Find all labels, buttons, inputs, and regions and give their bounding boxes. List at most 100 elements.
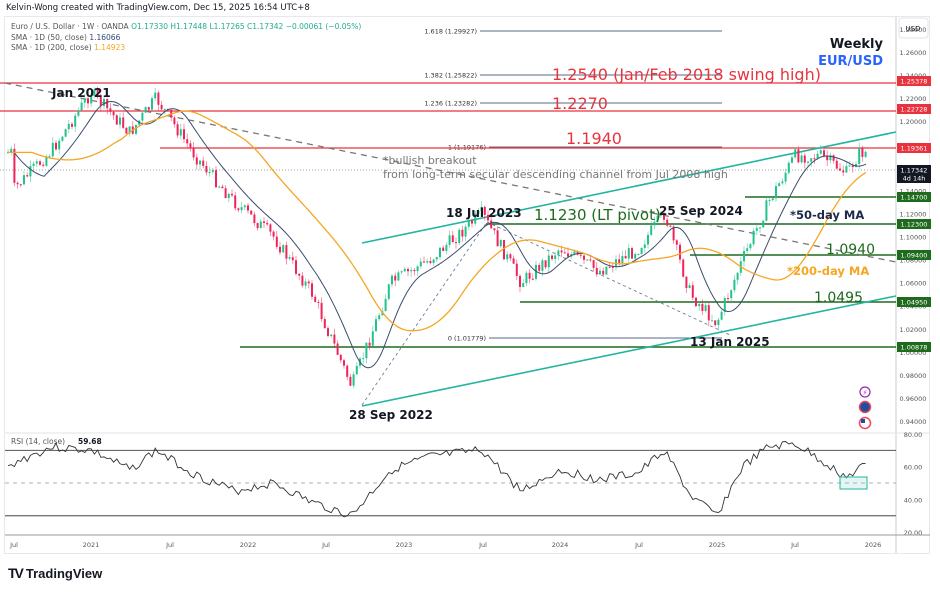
tradingview-logo-text: TradingView bbox=[25, 565, 103, 581]
candle-body bbox=[234, 195, 237, 209]
rsi-line bbox=[7, 441, 866, 518]
time-axis-label: 2023 bbox=[396, 541, 413, 549]
candle-body bbox=[762, 220, 765, 228]
candle-body bbox=[551, 255, 553, 259]
candle-body bbox=[343, 360, 345, 366]
candle-body bbox=[503, 239, 505, 260]
y-tick-label: 1.20000 bbox=[900, 118, 927, 126]
candle-body bbox=[477, 210, 480, 214]
candle-body bbox=[483, 206, 486, 215]
candle-body bbox=[829, 155, 832, 161]
candle-body bbox=[560, 250, 563, 253]
candle-body bbox=[147, 107, 150, 110]
candle-body bbox=[77, 110, 80, 116]
fib-level-label: 0 (1.01779) bbox=[448, 335, 486, 343]
chart-annotation: 1.0495 bbox=[814, 290, 863, 306]
y-tick-label: 1.22000 bbox=[900, 95, 927, 103]
candle-body bbox=[474, 213, 477, 224]
price-axis-label-bg bbox=[897, 104, 931, 114]
candle-body bbox=[624, 256, 627, 259]
candle-body bbox=[682, 259, 685, 277]
candle-body bbox=[797, 149, 800, 163]
currency-button bbox=[898, 17, 929, 39]
candle-body bbox=[83, 98, 86, 103]
candle-body bbox=[394, 275, 397, 281]
candle-body bbox=[183, 129, 185, 140]
candle-body bbox=[464, 226, 467, 237]
candle-body bbox=[368, 342, 371, 346]
rsi-y-tick: 20.00 bbox=[904, 529, 923, 537]
candle-body bbox=[439, 247, 441, 258]
candle-body bbox=[522, 283, 525, 287]
candle-body bbox=[775, 186, 777, 199]
candle-body bbox=[279, 246, 281, 253]
sma200-legend-row[interactable]: SMA · 1D (200, close) 1.14923 bbox=[11, 43, 361, 54]
candle-body bbox=[387, 284, 390, 299]
candle-body bbox=[128, 126, 131, 134]
candle-body bbox=[557, 250, 560, 256]
candle-body bbox=[256, 223, 259, 229]
candle-body bbox=[493, 228, 496, 231]
candle-body bbox=[653, 221, 656, 226]
ohlc-high: H1.17448 bbox=[170, 22, 208, 31]
price-axis-label-bg bbox=[897, 342, 931, 352]
chart-annotation: 13 Jan 2025 bbox=[690, 335, 770, 349]
countdown-label: 4d 14h bbox=[903, 175, 926, 183]
candle-body bbox=[679, 244, 681, 260]
candle-body bbox=[119, 117, 121, 125]
candle-body bbox=[259, 221, 262, 229]
candle-body bbox=[125, 127, 128, 134]
candle-body bbox=[730, 290, 733, 299]
candle-body bbox=[311, 283, 313, 297]
candle-body bbox=[407, 268, 409, 272]
candle-body bbox=[602, 270, 605, 275]
candle-body bbox=[771, 198, 774, 200]
sma200-label: SMA · 1D (200, close) bbox=[11, 43, 92, 52]
candle-body bbox=[832, 155, 835, 161]
candle-body bbox=[579, 254, 582, 256]
candle-body bbox=[506, 254, 509, 260]
candle-body bbox=[736, 272, 739, 280]
candle-body bbox=[19, 184, 22, 186]
candle-body bbox=[195, 157, 198, 165]
candle-body bbox=[803, 155, 806, 163]
time-axis-label: Jul bbox=[634, 541, 643, 549]
candle-body bbox=[480, 206, 483, 211]
candle-body bbox=[768, 199, 771, 201]
candle-body bbox=[672, 226, 675, 241]
candle-body bbox=[826, 155, 829, 161]
candle-body bbox=[717, 319, 720, 326]
candle-body bbox=[835, 160, 838, 169]
candle-body bbox=[29, 165, 32, 177]
candle-body bbox=[589, 259, 592, 261]
y-tick-label: 0.94000 bbox=[900, 418, 927, 426]
sma50-legend-row[interactable]: SMA · 1D (50, close) 1.16066 bbox=[11, 33, 361, 44]
candle-body bbox=[851, 165, 854, 168]
candle-body bbox=[746, 248, 749, 252]
time-axis-label: Jul bbox=[9, 541, 18, 549]
candle-body bbox=[813, 158, 816, 160]
eu-flag-event-icon bbox=[858, 400, 872, 414]
candle-body bbox=[176, 124, 179, 136]
candle-body bbox=[51, 142, 54, 157]
candle-body bbox=[458, 229, 461, 243]
lightning-event-icon-glyph: ⚡ bbox=[863, 389, 868, 397]
candle-body bbox=[631, 248, 633, 259]
candle-body bbox=[336, 343, 339, 355]
candle-body bbox=[567, 253, 569, 257]
candle-body bbox=[144, 107, 147, 113]
symbol-legend-row[interactable]: Euro / U.S. Dollar · 1W · OANDA O1.17330… bbox=[11, 22, 361, 33]
candle-body bbox=[288, 257, 291, 259]
candle-body bbox=[173, 117, 176, 125]
tradingview-logo[interactable]: TV TradingView bbox=[8, 565, 102, 581]
candle-body bbox=[515, 263, 518, 276]
chart-subtitle: EUR/USD bbox=[818, 54, 883, 69]
candle-body bbox=[90, 96, 93, 104]
candle-body bbox=[327, 328, 329, 337]
candle-body bbox=[211, 170, 214, 172]
candle-body bbox=[74, 115, 77, 127]
chart-frame bbox=[4, 16, 930, 554]
candle-body bbox=[554, 255, 557, 259]
price-axis-label: 1.00878 bbox=[901, 344, 928, 352]
